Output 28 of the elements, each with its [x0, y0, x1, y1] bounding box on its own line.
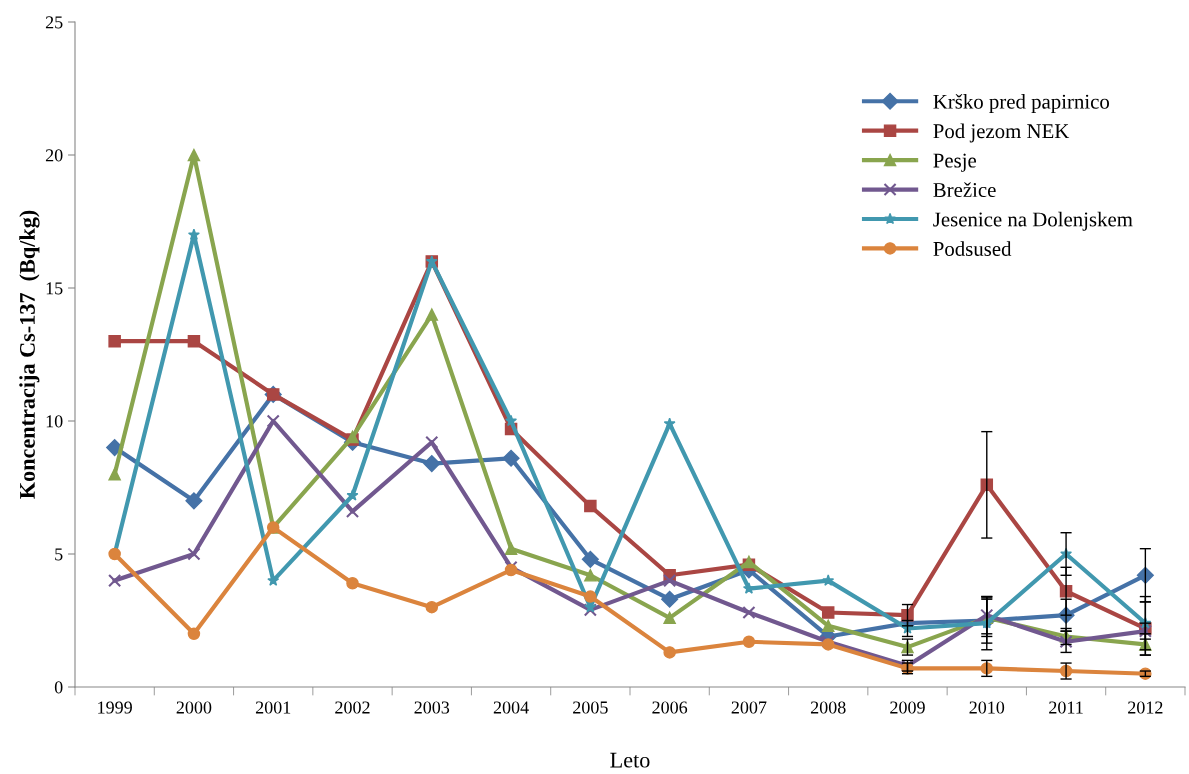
x-tick-label: 2007 — [731, 701, 767, 714]
legend-label: Pod jezom NEK — [933, 123, 1070, 143]
legend-label: Podsused — [933, 241, 1012, 256]
y-axis-title: Koncentracija Cs-137 (Bq/kg) — [19, 210, 40, 499]
x-tick-label: 2011 — [1049, 701, 1083, 714]
y-tick-label: 0 — [54, 681, 63, 694]
x-tick-label: 2006 — [652, 701, 688, 714]
y-tick-label: 15 — [46, 282, 63, 295]
x-tick-label: 2004 — [493, 701, 529, 714]
x-tick-label: 2002 — [335, 701, 370, 714]
x-tick-label: 2001 — [255, 701, 291, 714]
legend-label: Krško pred papirnico — [933, 94, 1110, 113]
x-tick-label: 2000 — [176, 701, 212, 714]
x-tick-label: 2008 — [810, 701, 846, 714]
legend-label: Brežice — [933, 182, 996, 198]
x-tick-label: 1999 — [98, 701, 132, 714]
y-tick-label: 20 — [45, 149, 63, 162]
x-tick-label: 2012 — [1128, 701, 1163, 714]
x-tick-label: 2003 — [414, 701, 450, 714]
x-axis-title: Leto — [610, 752, 650, 768]
y-tick-label: 10 — [46, 415, 63, 428]
x-tick-label: 2010 — [969, 701, 1005, 714]
legend-label: Jesenice na Dolenjskem — [933, 211, 1133, 231]
x-tick-label: 2005 — [573, 701, 608, 714]
y-tick-label: 25 — [45, 16, 63, 29]
x-tick-label: 2009 — [890, 701, 925, 714]
y-tick-label: 5 — [55, 548, 63, 561]
legend-label: Pesje — [933, 153, 977, 172]
